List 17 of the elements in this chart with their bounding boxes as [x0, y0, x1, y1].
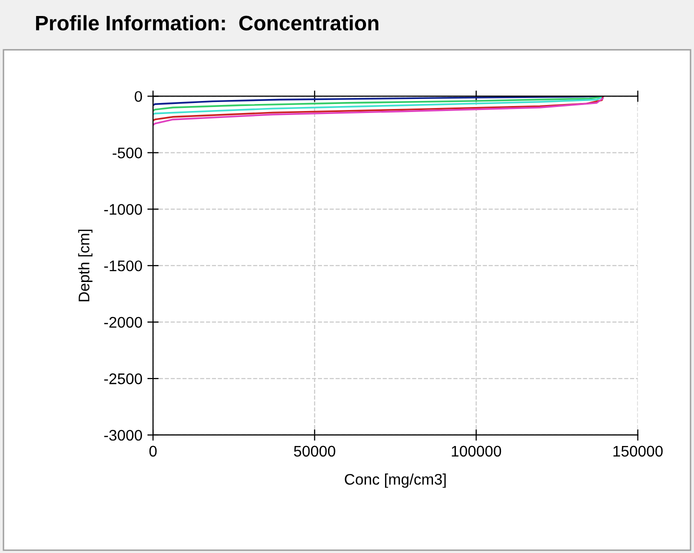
- x-tick-label: 100000: [452, 446, 502, 457]
- y-tick-label: -3000: [104, 430, 142, 441]
- y-axis-title: Depth [cm]: [78, 230, 92, 302]
- line-series: [153, 96, 604, 122]
- y-tick-label: -2000: [104, 316, 142, 328]
- x-tick-label: 150000: [613, 446, 663, 457]
- line-series: [153, 98, 604, 126]
- line-series: [153, 96, 604, 116]
- x-axis-title: Conc [mg/cm3]: [344, 474, 446, 488]
- y-tick-label: -1500: [104, 260, 142, 272]
- x-tick-label: 50000: [294, 446, 336, 457]
- y-tick-label: -2500: [104, 373, 142, 384]
- y-tick-label: 0: [134, 91, 142, 102]
- y-tick-label: -500: [112, 148, 142, 158]
- x-tick-label: 0: [149, 446, 157, 457]
- y-tick-label: -1000: [104, 204, 142, 215]
- chart-title: Profile Information: Concentration: [36, 15, 378, 30]
